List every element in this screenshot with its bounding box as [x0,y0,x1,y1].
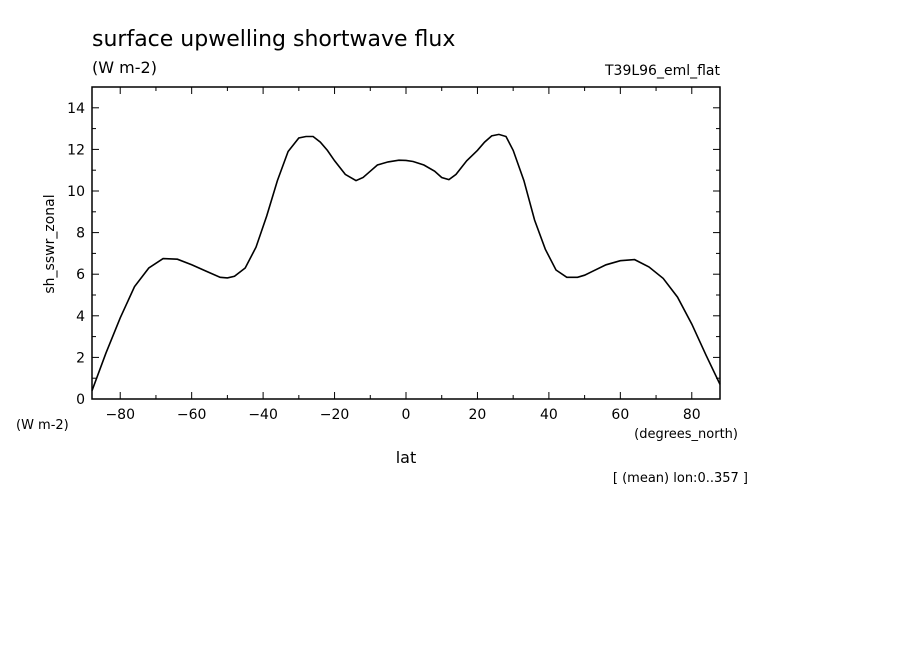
y-tick-label: 12 [67,142,85,158]
axis-ticks [92,86,720,400]
x-axis-label: lat [396,448,417,467]
run-label: T39L96_eml_flat [604,63,721,79]
chart-title: surface upwelling shortwave flux [92,27,455,52]
y-axis-units: (W m-2) [16,418,69,433]
y-tick-label: 8 [76,226,85,242]
x-tick-label: 60 [611,407,629,423]
x-tick-label: −60 [177,407,207,423]
y-axis-label: sh_sswr_zonal [42,194,58,293]
y-tick-label: 0 [76,392,85,408]
x-axis-units: (degrees_north) [634,427,738,442]
y-tick-label: 2 [76,350,85,366]
x-tick-label: −20 [320,407,350,423]
x-tick-label: 20 [469,407,487,423]
footnote: [ (mean) lon:0..357 ] [613,471,748,486]
y-tick-label: 6 [76,267,85,283]
x-tick-label: −40 [248,407,278,423]
chart-subtitle: (W m-2) [92,58,157,77]
y-tick-label: 14 [67,101,85,117]
y-tick-label: 10 [67,184,85,200]
tick-labels: −80 −60 −40 −20 0 20 40 60 80 0 2 4 6 8 10 12 14 [67,101,701,423]
series-line [91,133,721,391]
x-tick-label: 40 [540,407,558,423]
y-tick-label: 4 [76,309,85,325]
plot-frame [91,86,721,400]
x-tick-label: 0 [402,407,411,423]
x-tick-label: 80 [683,407,701,423]
x-tick-label: −80 [105,407,135,423]
